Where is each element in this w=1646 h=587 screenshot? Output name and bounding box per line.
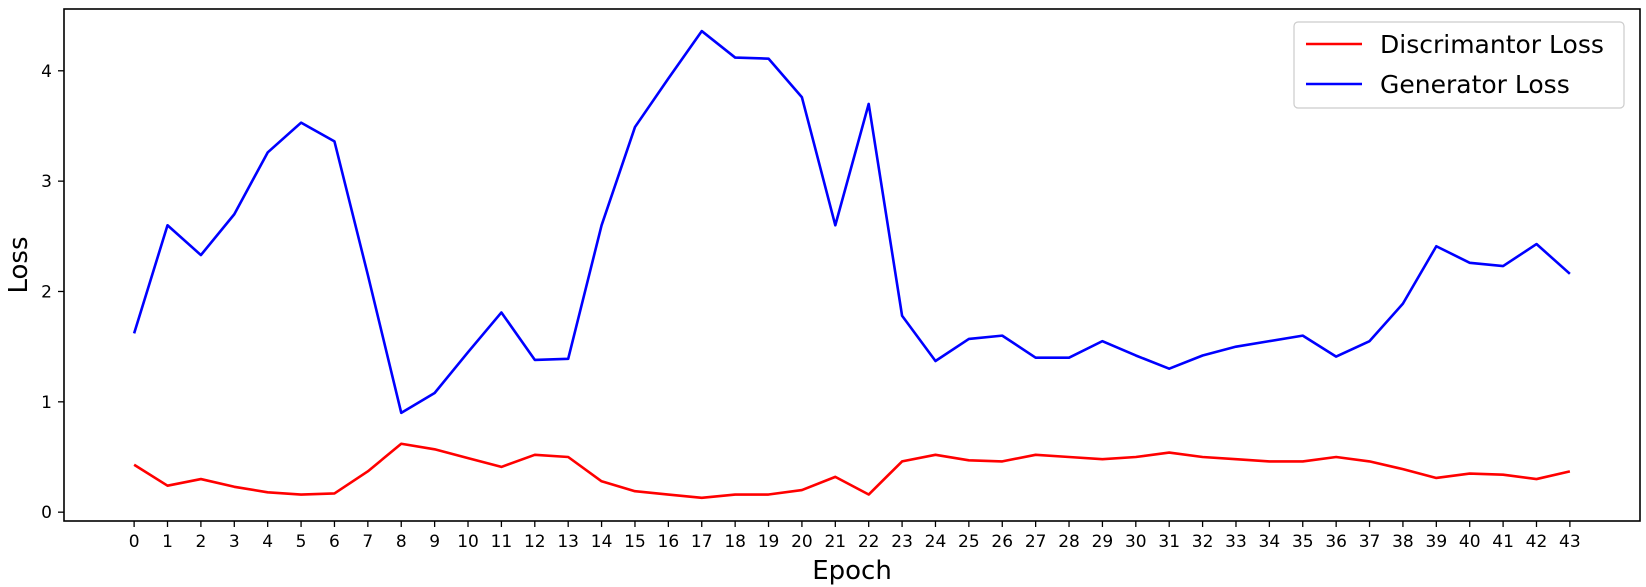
- x-tick-label: 43: [1559, 532, 1581, 552]
- x-tick-label: 14: [591, 532, 613, 552]
- x-axis: 0 1 2 3 4 5 6 7 8 9 10 11 12 13 14 15 16 17 18 19 20 21 22 23 24…: [129, 521, 1581, 552]
- x-tick-label: 9: [429, 532, 440, 552]
- x-tick-label: 18: [724, 532, 746, 552]
- x-tick-label: 8: [396, 532, 407, 552]
- x-tick-label: 29: [1092, 532, 1114, 552]
- legend-label-discriminator: Discrimantor Loss: [1380, 30, 1604, 59]
- x-tick-label: 37: [1359, 532, 1381, 552]
- x-tick-label: 24: [925, 532, 947, 552]
- x-tick-label: 26: [991, 532, 1013, 552]
- x-tick-label: 4: [262, 532, 273, 552]
- series-group: [132, 29, 1571, 500]
- x-tick-label: 20: [791, 532, 813, 552]
- x-tick-label: 34: [1259, 532, 1281, 552]
- y-tick-label: 2: [41, 282, 52, 302]
- x-tick-label: 5: [296, 532, 307, 552]
- x-tick-label: 0: [129, 532, 140, 552]
- x-tick-label: 25: [958, 532, 980, 552]
- x-tick-label: 17: [691, 532, 713, 552]
- x-tick-label: 30: [1125, 532, 1147, 552]
- y-axis-title: Loss: [4, 236, 34, 293]
- series-line-generator-loss: [132, 29, 1571, 415]
- x-tick-label: 42: [1526, 532, 1548, 552]
- x-axis-title: Epoch: [812, 556, 892, 586]
- x-tick-label: 40: [1459, 532, 1481, 552]
- series-line-discrimantor-loss: [133, 442, 1571, 500]
- x-tick-label: 41: [1492, 532, 1514, 552]
- x-tick-label: 38: [1392, 532, 1414, 552]
- x-tick-label: 15: [624, 532, 646, 552]
- legend: Discrimantor Loss Generator Loss: [1293, 21, 1625, 109]
- x-tick-label: 32: [1192, 532, 1214, 552]
- y-tick-label: 1: [41, 393, 52, 413]
- legend-label-generator: Generator Loss: [1380, 70, 1570, 99]
- x-tick-label: 6: [329, 532, 340, 552]
- x-tick-label: 23: [891, 532, 913, 552]
- x-tick-label: 33: [1225, 532, 1247, 552]
- x-tick-label: 28: [1058, 532, 1080, 552]
- x-tick-label: 21: [824, 532, 846, 552]
- y-axis: 0 1 2 3 4: [41, 62, 64, 523]
- x-tick-label: 39: [1426, 532, 1448, 552]
- y-tick-label: 4: [41, 62, 52, 82]
- x-tick-label: 1: [162, 532, 173, 552]
- x-tick-label: 36: [1325, 532, 1347, 552]
- legend-box: [1293, 21, 1625, 109]
- x-tick-label: 22: [858, 532, 880, 552]
- x-tick-label: 11: [491, 532, 513, 552]
- x-tick-label: 35: [1292, 532, 1314, 552]
- x-tick-label: 16: [658, 532, 680, 552]
- x-tick-label: 31: [1158, 532, 1180, 552]
- x-tick-label: 3: [229, 532, 240, 552]
- x-tick-label: 13: [557, 532, 579, 552]
- y-tick-label: 3: [41, 172, 52, 192]
- x-tick-label: 10: [457, 532, 479, 552]
- x-tick-label: 2: [195, 532, 206, 552]
- x-tick-label: 12: [524, 532, 546, 552]
- x-tick-label: 27: [1025, 532, 1047, 552]
- y-tick-label: 0: [41, 503, 52, 523]
- x-tick-label: 7: [362, 532, 373, 552]
- x-tick-label: 19: [758, 532, 780, 552]
